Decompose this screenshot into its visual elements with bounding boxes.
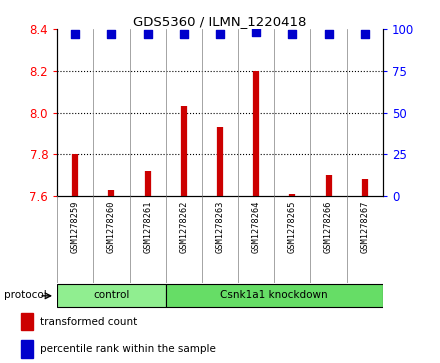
Text: GSM1278264: GSM1278264 xyxy=(252,200,260,253)
Point xyxy=(325,31,332,37)
Point xyxy=(108,31,115,37)
Text: GSM1278266: GSM1278266 xyxy=(324,200,333,253)
Point xyxy=(72,31,79,37)
Bar xyxy=(22,340,33,358)
Text: GSM1278260: GSM1278260 xyxy=(107,200,116,253)
Title: GDS5360 / ILMN_1220418: GDS5360 / ILMN_1220418 xyxy=(133,15,307,28)
Point xyxy=(361,31,368,37)
Point xyxy=(216,31,224,37)
Bar xyxy=(22,313,33,330)
Text: GSM1278265: GSM1278265 xyxy=(288,200,297,253)
Text: GSM1278261: GSM1278261 xyxy=(143,200,152,253)
Point xyxy=(253,29,260,35)
Text: GSM1278267: GSM1278267 xyxy=(360,200,369,253)
Text: GSM1278259: GSM1278259 xyxy=(71,200,80,253)
Point xyxy=(144,31,151,37)
Point xyxy=(289,31,296,37)
Point xyxy=(180,31,187,37)
FancyBboxPatch shape xyxy=(57,285,166,307)
Text: transformed count: transformed count xyxy=(40,317,137,327)
FancyBboxPatch shape xyxy=(166,285,383,307)
Text: protocol: protocol xyxy=(4,290,47,300)
Text: control: control xyxy=(93,290,130,300)
Text: Csnk1a1 knockdown: Csnk1a1 knockdown xyxy=(220,290,328,300)
Text: percentile rank within the sample: percentile rank within the sample xyxy=(40,344,216,354)
Text: GSM1278262: GSM1278262 xyxy=(180,200,188,253)
Text: GSM1278263: GSM1278263 xyxy=(216,200,224,253)
